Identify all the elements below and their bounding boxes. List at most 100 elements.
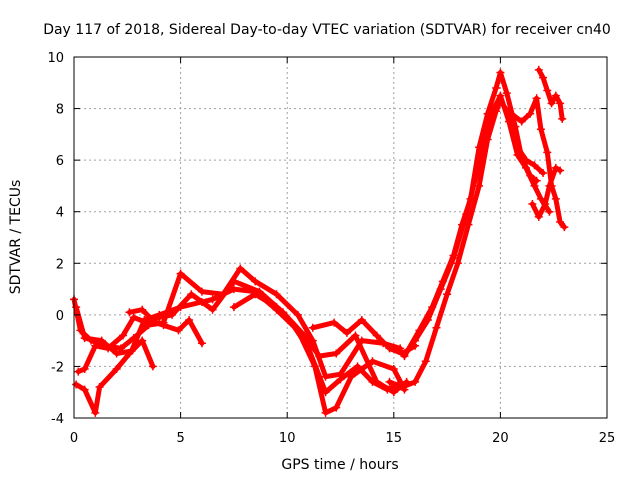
x-tick-label: 15 <box>386 431 403 446</box>
y-tick-label: -4 <box>51 412 64 427</box>
data-point <box>357 316 366 325</box>
data-point <box>208 305 217 314</box>
data-point <box>138 305 147 314</box>
data-point <box>541 199 550 208</box>
y-tick-label: 2 <box>56 257 64 272</box>
y-tick-label: 6 <box>56 154 64 169</box>
data-point <box>112 349 121 358</box>
data-point <box>148 362 157 371</box>
data-point <box>385 377 394 386</box>
axis-ticks: 0 5 10 15 20 25 -4 -2 0 2 4 6 8 10 <box>47 51 615 446</box>
data-point <box>236 264 245 273</box>
data-point <box>496 91 505 100</box>
data-point <box>513 150 522 159</box>
data-point <box>421 357 430 366</box>
data-point <box>330 318 339 327</box>
data-point <box>251 277 260 286</box>
data-point <box>229 285 238 294</box>
data-point <box>321 408 330 417</box>
data-point <box>129 313 138 322</box>
data-point <box>72 303 81 312</box>
y-axis-label: SDTVAR / TECUs <box>8 180 24 295</box>
gridlines <box>74 57 607 418</box>
data-point <box>95 383 104 392</box>
data-point <box>443 290 452 299</box>
data-point <box>80 365 89 374</box>
data-point <box>287 318 296 327</box>
data-point <box>556 218 565 227</box>
data-point <box>558 114 567 123</box>
data-point <box>507 109 516 118</box>
data-point <box>521 163 530 172</box>
series-sat-l <box>534 65 567 123</box>
data-point <box>423 316 432 325</box>
plot-frame <box>73 56 608 419</box>
data-point <box>389 365 398 374</box>
data-point <box>502 89 511 98</box>
x-axis-label: GPS time / hours <box>281 457 398 473</box>
data-point <box>453 259 462 268</box>
x-tick-label: 0 <box>70 431 78 446</box>
data-point <box>138 336 147 345</box>
data-point <box>91 341 100 350</box>
data-point <box>389 388 398 397</box>
data-point <box>332 349 341 358</box>
data-point <box>556 166 565 175</box>
series-sat-c <box>74 277 411 397</box>
data-point <box>462 210 471 219</box>
data-point <box>492 83 501 92</box>
x-tick-label: 20 <box>492 431 509 446</box>
series-track <box>73 338 156 416</box>
data-point <box>272 303 281 312</box>
data-point <box>125 349 134 358</box>
data-point <box>229 277 238 286</box>
data-point <box>436 285 445 294</box>
series-track <box>310 317 418 356</box>
data-point <box>353 362 362 371</box>
data-point <box>530 161 539 170</box>
data-point <box>74 367 83 376</box>
series-sat-m <box>528 163 565 221</box>
data-point <box>400 352 409 361</box>
data-point <box>80 385 89 394</box>
data-point <box>104 344 113 353</box>
data-point <box>159 321 168 330</box>
data-point <box>475 181 484 190</box>
data-point <box>432 323 441 332</box>
data-point <box>539 169 548 178</box>
series-sat-d <box>72 336 157 417</box>
chart-title: Day 117 of 2018, Sidereal Day-to-day VTE… <box>43 22 611 38</box>
data-point <box>119 331 128 340</box>
data-point <box>304 344 313 353</box>
data-point <box>383 385 392 394</box>
data-point <box>174 326 183 335</box>
data-point <box>197 339 206 348</box>
data-point <box>504 117 513 126</box>
data-point <box>251 290 260 299</box>
data-point <box>543 148 552 157</box>
data-point <box>528 199 537 208</box>
y-tick-label: 8 <box>56 103 64 118</box>
data-point <box>293 310 302 319</box>
data-point <box>560 223 569 232</box>
data-point <box>155 313 164 322</box>
data-point <box>536 194 545 203</box>
data-point <box>536 125 545 134</box>
data-point <box>543 86 552 95</box>
x-tick-label: 10 <box>279 431 296 446</box>
data-point <box>185 316 194 325</box>
data-point <box>556 99 565 108</box>
data-point <box>321 372 330 381</box>
data-point <box>80 334 89 343</box>
data-point <box>372 331 381 340</box>
data-point <box>530 181 539 190</box>
data-point <box>125 308 134 317</box>
data-point <box>411 377 420 386</box>
data-point <box>151 318 160 327</box>
data-point <box>321 388 330 397</box>
data-point <box>142 318 151 327</box>
data-point <box>490 104 499 113</box>
data-point <box>532 94 541 103</box>
data-point <box>332 403 341 412</box>
